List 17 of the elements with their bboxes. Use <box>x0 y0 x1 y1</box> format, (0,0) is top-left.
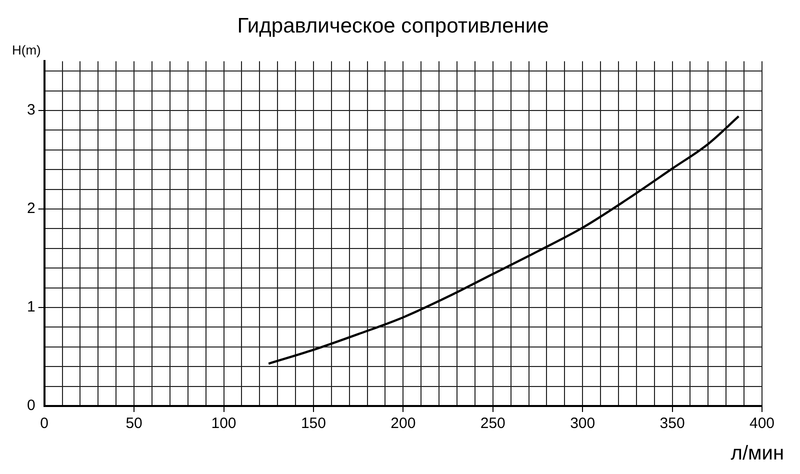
y-tick-label: 2 <box>27 200 36 218</box>
y-tick-label: 1 <box>27 298 36 316</box>
x-tick-label: 200 <box>390 415 416 432</box>
x-tick-label: 150 <box>300 415 326 432</box>
x-axis-title: л/мин <box>730 442 784 465</box>
x-tick-label: 0 <box>40 415 49 432</box>
y-axis-title: H(m) <box>12 42 41 58</box>
x-tick-label: 400 <box>749 415 775 432</box>
x-tick-label: 100 <box>211 415 236 432</box>
x-tick-label: 300 <box>570 415 596 432</box>
line-series <box>268 115 740 365</box>
y-tick-label: 3 <box>27 102 36 119</box>
y-tick-label: 0 <box>27 397 36 414</box>
x-tick-label: 350 <box>660 415 685 432</box>
x-tick-label: 50 <box>126 415 142 432</box>
x-tick-label: 250 <box>480 415 506 432</box>
chart-title: Гидравлическое сопротивление <box>237 14 549 38</box>
